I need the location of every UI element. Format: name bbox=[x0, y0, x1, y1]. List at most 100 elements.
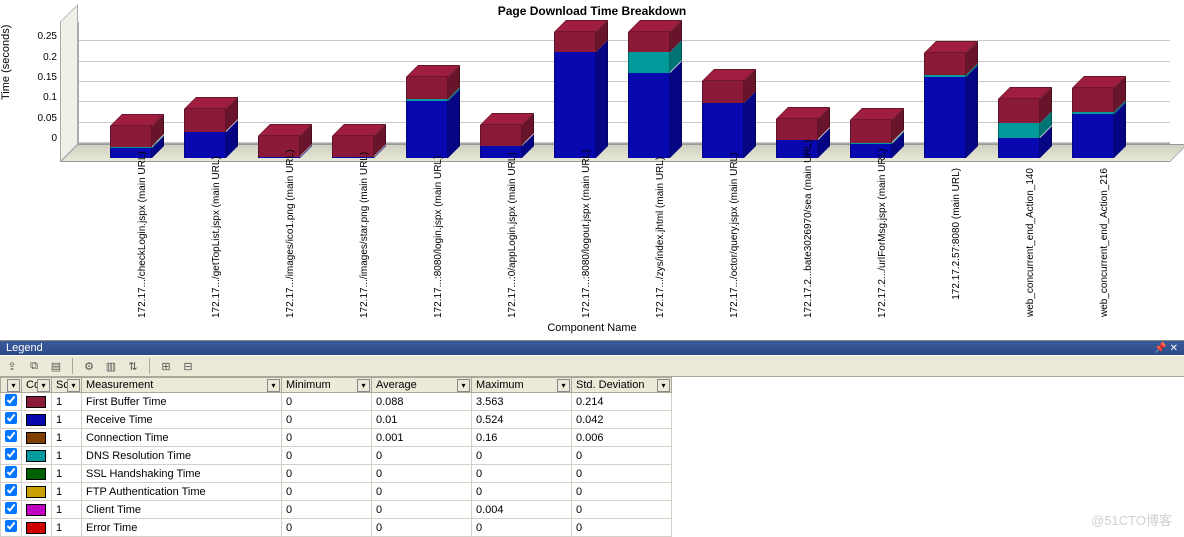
table-row[interactable]: 1Receive Time00.010.5240.042 bbox=[1, 411, 672, 429]
table-row[interactable]: 1First Buffer Time00.0883.5630.214 bbox=[1, 393, 672, 411]
cell-scale: 1 bbox=[52, 411, 82, 429]
cell-min: 0 bbox=[282, 483, 372, 501]
cell-min: 0 bbox=[282, 429, 372, 447]
chart-bars bbox=[60, 22, 1170, 162]
color-swatch bbox=[26, 486, 46, 498]
dropdown-icon[interactable]: ▾ bbox=[457, 379, 470, 392]
cell-measurement: Connection Time bbox=[82, 429, 282, 447]
cell-min: 0 bbox=[282, 411, 372, 429]
legend-title: Legend bbox=[6, 342, 43, 354]
cell-max: 0.524 bbox=[472, 411, 572, 429]
x-tick-label: 172.17...:8080/logout.jspx (main URL) bbox=[581, 168, 592, 318]
x-tick-label: 172.17.../checkLogin.jspx (main URL) bbox=[137, 168, 148, 318]
cell-std: 0 bbox=[572, 483, 672, 501]
x-tick-label: 172.17...:8080/login.jspx (main URL) bbox=[433, 168, 444, 318]
row-visible-checkbox[interactable] bbox=[5, 430, 17, 442]
dropdown-icon[interactable]: ▾ bbox=[557, 379, 570, 392]
cell-max: 0 bbox=[472, 465, 572, 483]
dropdown-icon[interactable]: ▾ bbox=[37, 379, 50, 392]
row-visible-checkbox[interactable] bbox=[5, 394, 17, 406]
dropdown-icon[interactable]: ▾ bbox=[67, 379, 80, 392]
export-button[interactable]: ⇪ bbox=[4, 358, 20, 374]
legend-col-header[interactable]: Average▾ bbox=[372, 378, 472, 393]
color-swatch bbox=[26, 432, 46, 444]
table-row[interactable]: 1Connection Time00.0010.160.006 bbox=[1, 429, 672, 447]
cell-measurement: Error Time bbox=[82, 519, 282, 537]
row-visible-checkbox[interactable] bbox=[5, 502, 17, 514]
cell-std: 0 bbox=[572, 447, 672, 465]
row-visible-checkbox[interactable] bbox=[5, 448, 17, 460]
row-visible-checkbox[interactable] bbox=[5, 484, 17, 496]
collapse-button[interactable]: ⊟ bbox=[180, 358, 196, 374]
row-visible-checkbox[interactable] bbox=[5, 466, 17, 478]
table-row[interactable]: 1FTP Authentication Time0000 bbox=[1, 483, 672, 501]
cell-min: 0 bbox=[282, 393, 372, 411]
legend-col-header[interactable]: Measurement▾ bbox=[82, 378, 282, 393]
cell-std: 0 bbox=[572, 465, 672, 483]
x-tick-label: 172.17.2...bate3026970/sea (main URL) bbox=[803, 168, 814, 318]
color-swatch bbox=[26, 414, 46, 426]
x-tick-label: 172.17.../zys/index.jhtml (main URL) bbox=[655, 168, 666, 318]
filter-button[interactable]: ▤ bbox=[48, 358, 64, 374]
color-swatch bbox=[26, 396, 46, 408]
cell-max: 0 bbox=[472, 519, 572, 537]
cell-measurement: SSL Handshaking Time bbox=[82, 465, 282, 483]
chart-title: Page Download Time Breakdown bbox=[0, 0, 1184, 18]
y-ticks: 00.050.10.150.20.25 bbox=[22, 22, 57, 162]
y-axis-label: Time (seconds) bbox=[0, 25, 12, 100]
columns-button[interactable]: ▥ bbox=[103, 358, 119, 374]
table-row[interactable]: 1SSL Handshaking Time0000 bbox=[1, 465, 672, 483]
x-tick-label: web_concurrent_end_Action_140 bbox=[1025, 168, 1036, 318]
pin-icon[interactable]: 📌 bbox=[1154, 343, 1166, 354]
x-tick-label: 172.17.../getTopList.jspx (main URL) bbox=[211, 168, 222, 318]
legend-col-header[interactable]: Sca▾ bbox=[52, 378, 82, 393]
cell-avg: 0 bbox=[372, 483, 472, 501]
dropdown-icon[interactable]: ▾ bbox=[7, 379, 20, 392]
cell-measurement: First Buffer Time bbox=[82, 393, 282, 411]
x-tick-label: web_concurrent_end_Action_216 bbox=[1099, 168, 1110, 318]
row-visible-checkbox[interactable] bbox=[5, 412, 17, 424]
table-row[interactable]: 1DNS Resolution Time0000 bbox=[1, 447, 672, 465]
legend-col-header[interactable]: Std. Deviation▾ bbox=[572, 378, 672, 393]
legend-controls: 📌 ✕ bbox=[1154, 342, 1178, 354]
legend-header-row: ▾Col▾Sca▾Measurement▾Minimum▾Average▾Max… bbox=[1, 378, 672, 393]
color-swatch bbox=[26, 522, 46, 534]
y-tick-label: 0.05 bbox=[22, 114, 57, 124]
legend-col-header[interactable]: ▾ bbox=[1, 378, 22, 393]
x-tick-label: 172.17.../images/star.png (main URL) bbox=[359, 168, 370, 318]
cell-scale: 1 bbox=[52, 465, 82, 483]
y-tick-label: 0.1 bbox=[22, 93, 57, 103]
cell-avg: 0.001 bbox=[372, 429, 472, 447]
legend-col-header[interactable]: Maximum▾ bbox=[472, 378, 572, 393]
cell-scale: 1 bbox=[52, 447, 82, 465]
cell-scale: 1 bbox=[52, 483, 82, 501]
cell-measurement: DNS Resolution Time bbox=[82, 447, 282, 465]
expand-button[interactable]: ⊞ bbox=[158, 358, 174, 374]
config-button[interactable]: ⚙ bbox=[81, 358, 97, 374]
cell-scale: 1 bbox=[52, 519, 82, 537]
cell-min: 0 bbox=[282, 465, 372, 483]
copy-button[interactable]: ⧉ bbox=[26, 358, 42, 374]
close-icon[interactable]: ✕ bbox=[1170, 343, 1178, 354]
legend-header[interactable]: Legend 📌 ✕ bbox=[0, 340, 1184, 355]
x-tick-label: 172.17.../octor/query.jspx (main URL) bbox=[729, 168, 740, 318]
legend-col-header[interactable]: Minimum▾ bbox=[282, 378, 372, 393]
dropdown-icon[interactable]: ▾ bbox=[357, 379, 370, 392]
x-tick-label: 172.17...:0/appLogin.jspx (main URL) bbox=[507, 168, 518, 318]
row-visible-checkbox[interactable] bbox=[5, 520, 17, 532]
x-tick-label: 172.17.../images/ico1.png (main URL) bbox=[285, 168, 296, 318]
cell-std: 0 bbox=[572, 519, 672, 537]
y-tick-label: 0.25 bbox=[22, 32, 57, 42]
cell-std: 0.006 bbox=[572, 429, 672, 447]
x-labels: 172.17.../checkLogin.jspx (main URL) 172.… bbox=[60, 168, 1170, 318]
cell-std: 0.042 bbox=[572, 411, 672, 429]
dropdown-icon[interactable]: ▾ bbox=[267, 379, 280, 392]
cell-max: 0.16 bbox=[472, 429, 572, 447]
legend-col-header[interactable]: Col▾ bbox=[22, 378, 52, 393]
cell-avg: 0 bbox=[372, 465, 472, 483]
table-row[interactable]: 1Error Time0000 bbox=[1, 519, 672, 537]
sort-button[interactable]: ⇅ bbox=[125, 358, 141, 374]
color-swatch bbox=[26, 468, 46, 480]
dropdown-icon[interactable]: ▾ bbox=[657, 379, 670, 392]
cell-scale: 1 bbox=[52, 393, 82, 411]
